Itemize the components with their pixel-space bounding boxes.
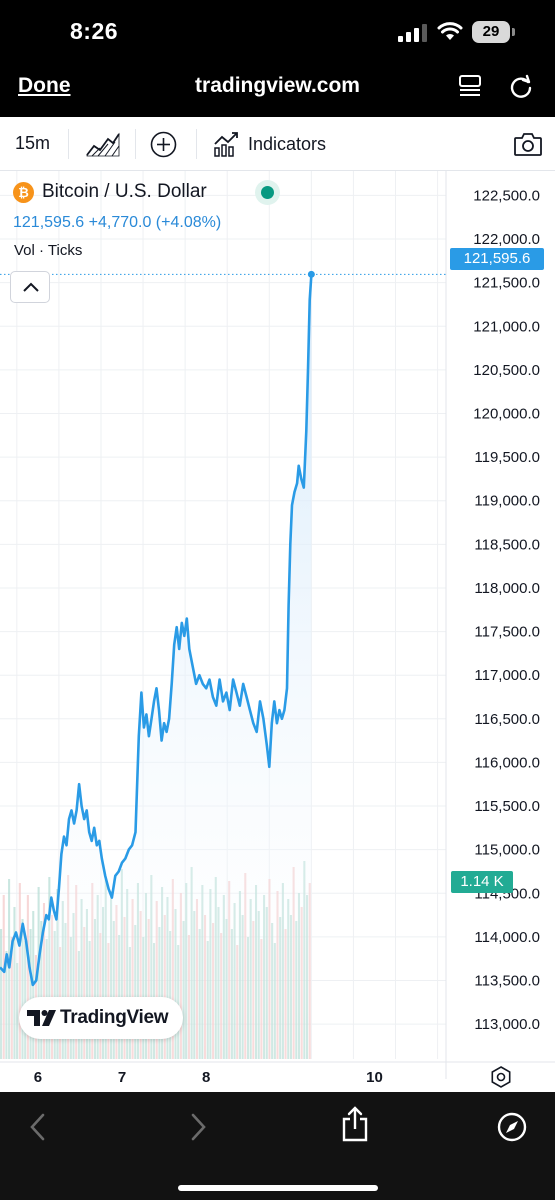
y-tick-label: 122,000.0	[473, 231, 540, 248]
y-tick-label: 113,500.0	[474, 972, 540, 989]
x-tick-label: 10	[366, 1069, 383, 1086]
symbol-name[interactable]: Bitcoin / U.S. Dollar	[42, 181, 207, 202]
back-arrow-icon[interactable]	[28, 1112, 48, 1142]
tradingview-watermark[interactable]: TradingView	[19, 997, 183, 1039]
price-area	[0, 274, 312, 1059]
reload-icon[interactable]	[508, 74, 534, 100]
price-area-fill	[0, 274, 312, 1059]
chart-toolbar: 15m Indicators	[0, 117, 555, 171]
price-axis[interactable]: 122,500.0 122,000.0 121,500.0 121,000.0 120,…	[445, 171, 540, 1079]
done-button[interactable]: Done	[18, 74, 71, 97]
battery-level: 29	[472, 21, 510, 43]
x-tick-label: 6	[34, 1069, 42, 1086]
toolbar-divider	[68, 129, 69, 159]
last-price-point	[307, 270, 315, 278]
indicators-button[interactable]: Indicators	[248, 134, 327, 154]
y-tick-label: 116,000.0	[474, 754, 540, 771]
battery-cap	[512, 28, 515, 36]
price-chart[interactable]: 122,500.0 122,000.0 121,500.0 121,000.0 120,…	[0, 171, 555, 1092]
last-price-tag: 121,595.6	[450, 248, 544, 270]
reader-view-icon[interactable]	[458, 74, 482, 98]
toolbar-divider	[135, 129, 136, 159]
y-tick-label: 121,500.0	[473, 275, 540, 292]
y-tick-label: 115,000.0	[474, 842, 540, 859]
browser-bottom-bar	[0, 1092, 555, 1200]
interval-selector[interactable]: 15m	[15, 133, 51, 153]
y-tick-label: 118,500.0	[474, 536, 540, 553]
y-tick-label: 119,500.0	[474, 449, 540, 466]
status-time: 8:26	[70, 18, 119, 44]
y-tick-label: 115,500.0	[474, 798, 540, 815]
time-axis[interactable]: 6 7 8 10	[0, 1061, 555, 1086]
compare-symbol-icon[interactable]	[150, 131, 177, 158]
y-tick-label: 116,500.0	[474, 711, 540, 728]
y-tick-label: 120,000.0	[473, 405, 540, 422]
tradingview-logo-text: TradingView	[60, 1007, 169, 1028]
x-tick-label: 8	[202, 1069, 210, 1086]
volume-indicator-label[interactable]: Vol · Ticks	[14, 242, 83, 259]
chart-type-icon[interactable]	[86, 131, 120, 157]
x-tick-label: 7	[118, 1069, 126, 1086]
toolbar-divider	[196, 129, 197, 159]
status-bar: 8:26 29	[0, 0, 555, 62]
battery-indicator: 29	[472, 21, 516, 43]
indicators-icon[interactable]	[213, 131, 239, 157]
price-series-line	[0, 270, 446, 987]
browser-nav-bar: Done tradingview.com	[0, 62, 555, 117]
chevron-up-icon	[23, 282, 39, 292]
y-tick-label: 117,000.0	[474, 667, 540, 684]
last-volume-tag: 1.14 K	[451, 871, 513, 893]
compass-icon[interactable]	[497, 1112, 527, 1142]
y-tick-label: 120,500.0	[473, 362, 540, 379]
tradingview-logo-icon	[27, 1010, 56, 1026]
y-tick-label: 118,000.0	[474, 580, 540, 597]
market-open-status-icon[interactable]	[255, 180, 280, 205]
cellular-signal-icon	[398, 24, 427, 42]
forward-arrow-icon[interactable]	[188, 1112, 208, 1142]
y-tick-label: 114,000.0	[474, 929, 540, 946]
chart-area[interactable]: 15m Indicators	[0, 117, 555, 1092]
y-tick-label: 117,500.0	[474, 624, 540, 641]
price-line	[0, 274, 313, 987]
bitcoin-icon: ₿	[13, 182, 34, 203]
collapse-legend-button[interactable]	[10, 271, 50, 303]
price-change-readout: 121,595.6 +4,770.0 (+4.08%)	[13, 214, 222, 231]
y-tick-label: 113,000.0	[474, 1016, 540, 1033]
home-indicator[interactable]	[178, 1185, 378, 1191]
chart-settings-icon[interactable]	[490, 1066, 512, 1088]
snapshot-camera-icon[interactable]	[513, 131, 543, 157]
wifi-icon	[437, 22, 463, 40]
y-tick-label: 121,000.0	[473, 318, 540, 335]
y-tick-label: 119,000.0	[474, 493, 540, 510]
y-tick-label: 122,500.0	[473, 187, 540, 204]
share-icon[interactable]	[340, 1106, 370, 1142]
